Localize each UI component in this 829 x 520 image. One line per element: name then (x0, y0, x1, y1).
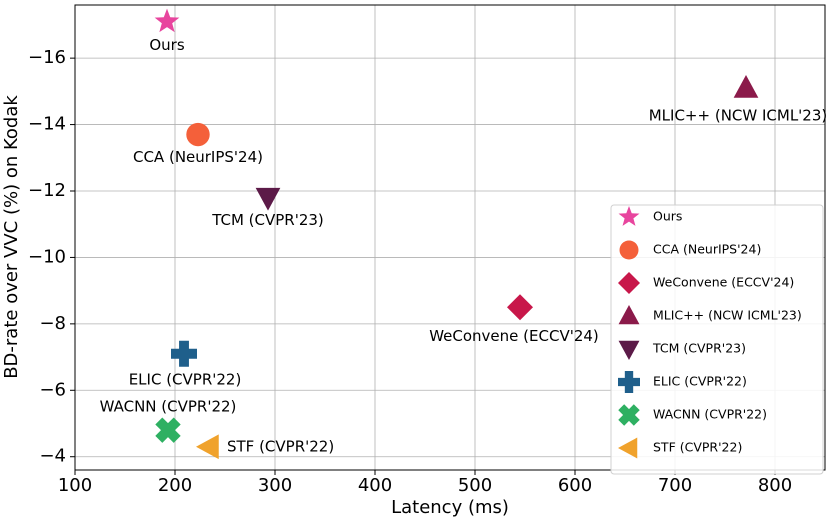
y-tick-label: −14 (28, 114, 66, 135)
legend-label: TCM (CVPR'23) (652, 341, 746, 356)
legend-label: ELIC (CVPR'22) (653, 374, 747, 389)
legend-marker (618, 404, 640, 426)
y-axis-label: BD-rate over VVC (%) on Kodak (1, 95, 22, 379)
y-tick-label: −8 (39, 313, 66, 334)
x-tick-label: 200 (158, 475, 192, 496)
x-tick-label: 100 (58, 475, 92, 496)
legend-label: Ours (653, 209, 682, 224)
legend-marker (618, 340, 640, 360)
y-tick-label: −4 (39, 446, 66, 467)
legend-label: CCA (NeurIPS'24) (653, 242, 761, 257)
point (155, 417, 181, 443)
point (196, 434, 219, 460)
plot-frame (74, 4, 826, 471)
point-annotation: WeConvene (ECCV'24) (429, 327, 599, 345)
legend-marker (618, 437, 638, 459)
y-tick-label: −16 (28, 47, 66, 68)
x-axis-label: Latency (ms) (391, 497, 509, 518)
legend-marker (618, 206, 640, 226)
x-tick-label: 400 (358, 475, 392, 496)
x-tick-label: 700 (658, 475, 692, 496)
legend-marker (618, 305, 640, 325)
point (171, 340, 197, 367)
y-tick-label: −12 (28, 180, 66, 201)
legend-label: WeConvene (ECCV'24) (653, 275, 794, 290)
legend-label: STF (CVPR'22) (653, 440, 742, 455)
point-annotation: WACNN (CVPR'22) (100, 398, 237, 416)
point (733, 75, 759, 98)
point (507, 294, 533, 321)
x-tick-label: 800 (758, 475, 792, 496)
legend: Ours CCA (NeurIPS'24) WeConvene (ECCV'24) M… (610, 204, 824, 475)
point (186, 122, 210, 147)
point-annotation: STF (CVPR'22) (227, 437, 334, 455)
point (255, 187, 281, 211)
legend-label: MLIC++ (NCW ICML'23) (653, 308, 802, 323)
point (154, 8, 180, 33)
legend-frame (610, 204, 824, 475)
x-tick-label: 300 (258, 475, 292, 496)
legend-label: WACNN (CVPR'22) (653, 407, 767, 422)
point-annotation: CCA (NeurIPS'24) (133, 148, 263, 166)
point-annotation: TCM (CVPR'23) (211, 211, 324, 229)
point-annotation: Ours (149, 36, 184, 54)
legend-marker (619, 240, 639, 260)
y-tick-label: −6 (39, 379, 66, 400)
point-annotation: ELIC (CVPR'22) (129, 370, 242, 388)
legend-marker (618, 371, 640, 393)
y-tick-label: −10 (28, 246, 66, 267)
x-tick-label: 600 (558, 475, 592, 496)
x-tick-label: 500 (458, 475, 492, 496)
legend-marker (618, 272, 640, 294)
point-annotation: MLIC++ (NCW ICML'23) (649, 107, 828, 125)
